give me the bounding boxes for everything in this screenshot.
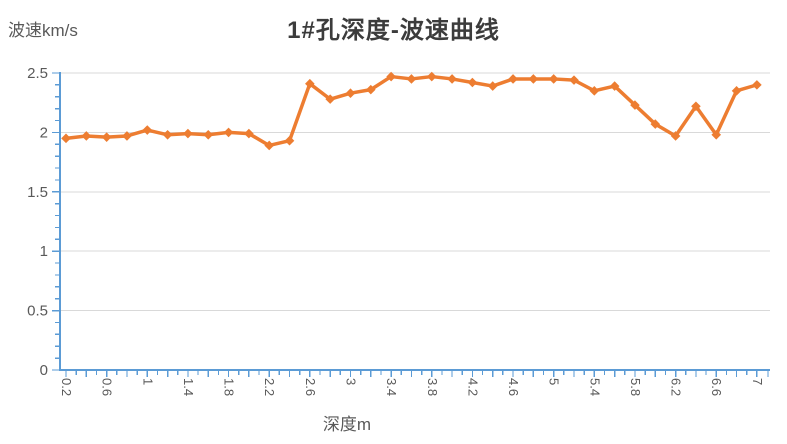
chart-title: 1#孔深度-波速曲线	[287, 17, 500, 44]
x-tick-label: 5	[547, 378, 562, 385]
y-tick-label: 1	[40, 243, 48, 260]
x-tick-label: 4.6	[506, 378, 521, 396]
x-tick-label: 2.6	[303, 378, 318, 396]
y-tick-label: 2.5	[27, 65, 48, 82]
y-axis-title: 波速km/s	[8, 21, 78, 40]
y-tick-label: 1.5	[27, 184, 48, 201]
x-tick-label: 3.8	[425, 378, 440, 396]
data-point-marker	[630, 100, 640, 110]
x-tick-label: 4.2	[465, 378, 480, 396]
x-tick-label: 6.2	[669, 378, 684, 396]
data-point-marker	[284, 135, 295, 146]
data-point-marker	[731, 86, 742, 96]
data-point-marker	[589, 86, 600, 96]
data-point-marker	[244, 128, 254, 139]
data-point-marker	[752, 80, 762, 90]
data-point-marker	[691, 101, 701, 112]
data-point-marker	[223, 127, 234, 138]
data-point-marker	[203, 129, 214, 140]
data-point-marker	[264, 140, 274, 151]
data-point-marker	[508, 74, 518, 84]
data-point-marker	[183, 128, 193, 139]
data-point-marker	[386, 71, 396, 82]
data-point-marker	[650, 119, 661, 129]
y-tick-label: 2	[40, 124, 48, 141]
data-point-marker	[569, 75, 579, 85]
data-point-marker	[670, 131, 681, 141]
data-point-marker	[305, 78, 315, 89]
x-tick-label: 7	[750, 378, 765, 385]
data-point-marker	[61, 133, 71, 144]
x-tick-label: 0.2	[59, 378, 74, 396]
data-point-marker	[487, 81, 498, 91]
data-point-marker	[325, 94, 335, 104]
data-point-marker	[142, 125, 153, 135]
x-tick-label: 5.4	[587, 378, 602, 396]
data-point-marker	[711, 129, 722, 140]
data-point-marker	[366, 84, 376, 95]
x-tick-label: 6.6	[709, 378, 724, 396]
data-point-marker	[406, 74, 417, 84]
x-tick-label: 5.8	[628, 378, 643, 396]
data-point-marker	[548, 74, 559, 84]
x-tick-label: 2.2	[262, 378, 277, 396]
data-point-marker	[345, 88, 356, 98]
x-tick-label: 3	[343, 378, 358, 385]
x-tick-label: 1.8	[222, 378, 237, 396]
x-axis-title: 深度m	[322, 415, 372, 434]
data-point-marker	[162, 129, 173, 140]
data-point-marker	[101, 132, 112, 142]
x-tick-label: 1.4	[181, 378, 196, 396]
data-point-marker	[426, 71, 437, 82]
x-tick-label: 1	[140, 378, 155, 385]
data-point-marker	[447, 74, 457, 84]
data-point-marker	[467, 77, 478, 88]
y-tick-label: 0.5	[27, 303, 48, 320]
data-point-marker	[528, 74, 539, 84]
y-tick-label: 0	[40, 362, 48, 379]
x-tick-label: 3.4	[384, 378, 399, 396]
x-tick-label: 0.6	[100, 378, 115, 396]
data-point-marker	[81, 131, 92, 141]
data-point-marker	[122, 131, 132, 141]
data-point-marker	[609, 81, 620, 91]
